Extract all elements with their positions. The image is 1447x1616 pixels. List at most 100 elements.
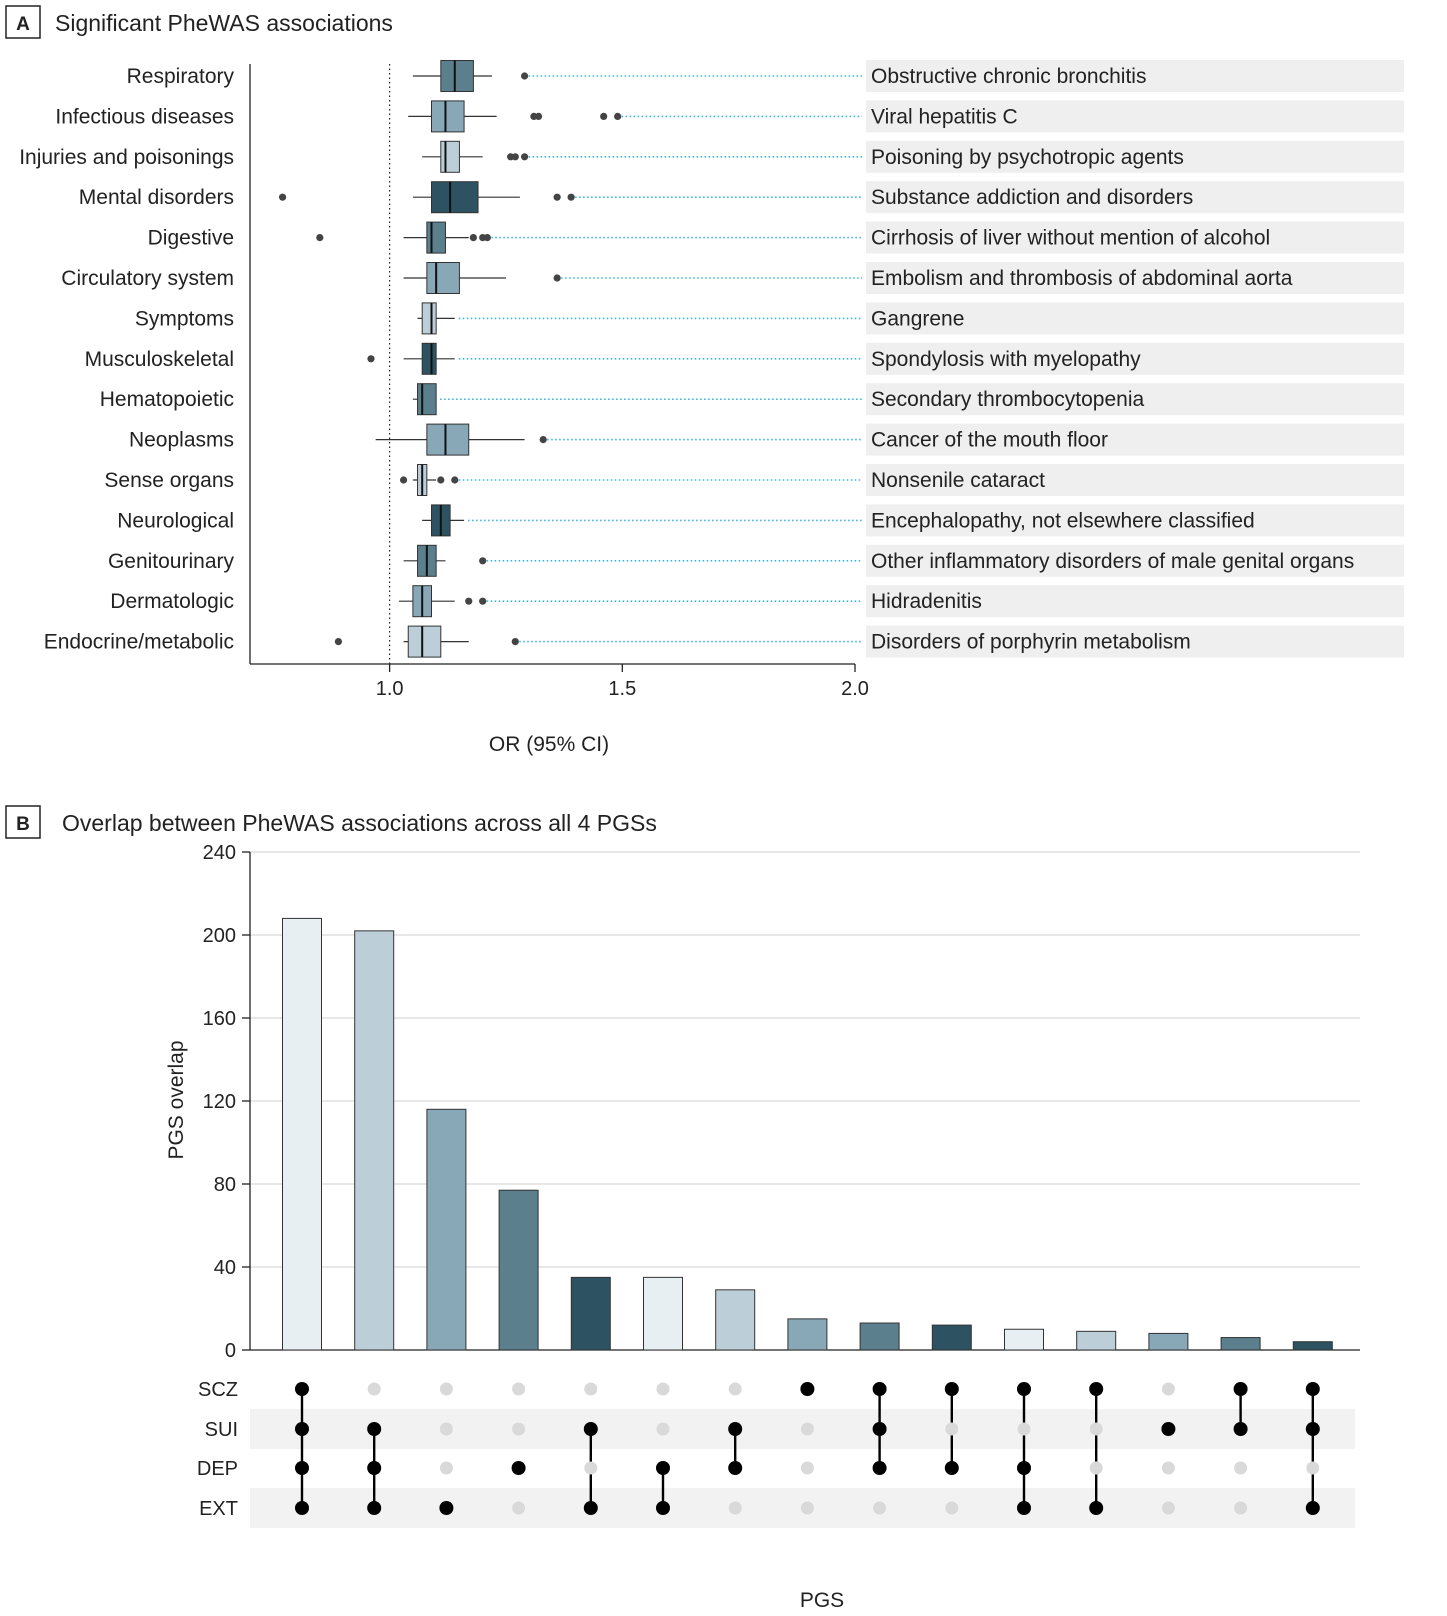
phenotype-label-band [866, 423, 1404, 456]
membership-dot-on [1089, 1382, 1104, 1396]
panel-b-header: B Overlap between PheWAS associations ac… [5, 805, 657, 839]
membership-dot-on [944, 1382, 959, 1396]
phenotype-label-band [866, 140, 1404, 173]
outlier-point [479, 557, 487, 565]
membership-dot-on [1305, 1501, 1320, 1515]
category-label: Respiratory [127, 65, 235, 88]
phenotype-label-band [866, 383, 1404, 416]
box-row: Genitourinary Other inflammatory disorder… [108, 544, 1404, 577]
membership-dot-on [872, 1461, 887, 1475]
x-tick-label: 1.0 [376, 678, 404, 700]
set-label: EXT [199, 1498, 238, 1520]
panel-a-header: A Significant PheWAS associations [5, 5, 393, 39]
box-row: Hematopoietic Secondary thrombocytopenia [100, 383, 1404, 416]
outlier-point [520, 153, 529, 161]
category-label: Neurological [117, 509, 234, 532]
membership-dot-off [800, 1501, 814, 1515]
overlap-bar [931, 1324, 972, 1351]
outlier-point [469, 234, 477, 242]
phenotype-label-band [866, 262, 1404, 294]
outlier-point [465, 597, 473, 605]
membership-dot-on [439, 1501, 454, 1515]
overlap-bar [787, 1318, 828, 1351]
phenotype-label: Disorders of porphyrin metabolism [871, 631, 1191, 654]
y-tick-label: 40 [214, 1257, 236, 1279]
phenotype-label-band [866, 100, 1404, 133]
category-label: Digestive [148, 227, 234, 250]
membership-dot-off [945, 1501, 959, 1515]
phenotype-label: Embolism and thrombosis of abdominal aor… [871, 267, 1293, 290]
box-row: Infectious diseases Viral hepatitis C [55, 100, 1404, 133]
box-row: Neurological Encephalopathy, not elsewher… [117, 504, 1404, 537]
iqr-box [421, 302, 437, 335]
membership-dot-on [295, 1501, 309, 1515]
phenotype-label: Poisoning by psychotropic agents [871, 146, 1184, 169]
set-label: DEP [197, 1458, 238, 1480]
membership-dot-off [800, 1461, 814, 1475]
category-label: Neoplasms [129, 429, 234, 452]
membership-dot-on [872, 1422, 887, 1436]
outlier-point [479, 597, 487, 605]
membership-dot-on [1017, 1461, 1031, 1475]
overlap-bar [1220, 1337, 1261, 1351]
phenotype-label: Viral hepatitis C [871, 105, 1018, 128]
phenotype-label: Other inflammatory disorders of male gen… [871, 550, 1354, 573]
phenotype-label-band [866, 60, 1404, 92]
membership-dot-off [439, 1382, 453, 1396]
y-tick-label: 160 [203, 1008, 236, 1030]
membership-dot-off [1089, 1461, 1103, 1475]
overlap-bar [1292, 1341, 1333, 1351]
membership-dot-off [1234, 1501, 1248, 1515]
phenotype-label-band [866, 625, 1404, 658]
overlap-bar [426, 1108, 467, 1351]
phenotype-label-band [866, 585, 1404, 618]
membership-dot-on [367, 1422, 382, 1436]
phenotype-label-band [866, 544, 1404, 577]
phenotype-label-band [866, 221, 1404, 254]
membership-dot-off [439, 1422, 453, 1436]
outlier-point [278, 193, 287, 201]
phenotype-label: Nonsenile cataract [871, 469, 1045, 492]
outlier-point [399, 476, 408, 484]
phenotype-label-band [866, 504, 1404, 537]
panel-b-letter: B [16, 814, 30, 835]
membership-dot-on [1089, 1501, 1104, 1515]
phenotype-label: Hidradenitis [871, 590, 982, 613]
membership-dot-on [1233, 1382, 1248, 1396]
panel-a-letter-box [5, 5, 41, 39]
membership-dot-off [800, 1422, 814, 1436]
category-label: Musculoskeletal [85, 348, 234, 371]
membership-dot-off [1161, 1382, 1175, 1396]
category-label: Genitourinary [108, 550, 235, 573]
overlap-bar [354, 930, 395, 1351]
box-row: Endocrine/metabolic Disorders of porphyri… [44, 625, 1404, 658]
membership-dot-on [800, 1382, 815, 1396]
box-row: Sense organs Nonsenile cataract [104, 464, 1404, 496]
membership-dot-on [1161, 1422, 1176, 1436]
outlier-point [451, 476, 459, 484]
phenotype-label-band [866, 342, 1404, 375]
membership-dot-on [656, 1501, 670, 1515]
membership-dot-off [1161, 1501, 1175, 1515]
iqr-box [431, 100, 465, 133]
panel-b-letter-box [5, 805, 41, 839]
panel-b-chart: 0 40 80 120 160 200 240 SCZ SUI DEP EXT [197, 842, 1360, 1528]
phenotype-label-band [866, 302, 1404, 335]
box-row: Musculoskeletal Spondylosis with myelopat… [85, 342, 1404, 375]
category-label: Endocrine/metabolic [44, 631, 234, 654]
phenotype-label-band [866, 181, 1404, 214]
iqr-box [440, 60, 474, 92]
iqr-box [417, 383, 437, 416]
overlap-bar [643, 1276, 683, 1351]
membership-dot-on [1305, 1422, 1320, 1436]
membership-dot-on [728, 1461, 743, 1475]
membership-dot-off [1161, 1461, 1175, 1475]
membership-dot-off [945, 1422, 959, 1436]
panel-a-chart: 1.0 1.5 2.0 Respiratory Obstructive chronic … [19, 60, 1404, 700]
membership-dot-on [367, 1461, 382, 1475]
box-row: Symptoms Gangrene [135, 302, 1404, 335]
membership-dot-off [512, 1382, 526, 1396]
phenotype-label: Obstructive chronic bronchitis [871, 65, 1146, 88]
overlap-bar [570, 1276, 611, 1351]
